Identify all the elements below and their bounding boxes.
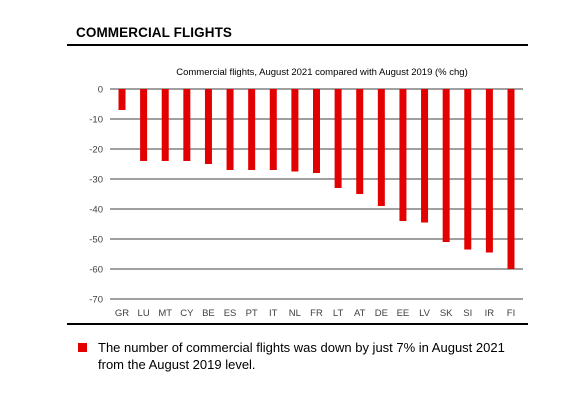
y-tick-label: -20 <box>89 145 103 156</box>
chart-title: Commercial flights, August 2021 compared… <box>176 67 468 78</box>
x-tick-label: CY <box>180 308 194 319</box>
x-tick-label: DE <box>375 308 388 319</box>
x-tick-label: SI <box>463 308 472 319</box>
bar-mt <box>161 89 169 161</box>
x-tick-label: AT <box>354 308 366 319</box>
y-tick-label: -30 <box>89 175 103 186</box>
x-tick-label: PT <box>246 308 258 319</box>
x-tick-label: LV <box>419 308 431 319</box>
bar-be <box>204 89 212 164</box>
bar-pt <box>248 89 256 170</box>
bar-lt <box>334 89 342 188</box>
x-tick-label: LU <box>138 308 150 319</box>
bar-fi <box>507 89 515 269</box>
bar-ee <box>399 89 407 221</box>
x-tick-label: GR <box>115 308 129 319</box>
bar-cy <box>183 89 191 161</box>
y-axis-ticks: 0 -10 -20 -30 -40 -50 -60 -70 <box>89 85 103 306</box>
x-tick-label: EE <box>397 308 410 319</box>
section-heading: COMMERCIAL FLIGHTS <box>76 25 233 40</box>
bar-it <box>269 89 277 170</box>
bar-at <box>356 89 364 194</box>
bar-ir <box>485 89 493 253</box>
bar-sk <box>442 89 450 242</box>
bar-lv <box>421 89 429 223</box>
red-square-marker <box>78 343 87 352</box>
x-tick-label: FI <box>507 308 515 319</box>
x-tick-label: IR <box>485 308 495 319</box>
bar-de <box>377 89 385 206</box>
x-tick-label: FR <box>310 308 323 319</box>
bar-lu <box>140 89 148 161</box>
y-tick-label: -40 <box>89 205 103 216</box>
x-axis-ticks: GR LU MT CY BE ES PT IT NL FR LT AT DE EE LV SK SI IR FI <box>115 308 515 319</box>
y-tick-label: -60 <box>89 265 103 276</box>
y-tick-label: 0 <box>98 85 103 96</box>
bottom-rule <box>67 323 528 325</box>
x-tick-label: LT <box>333 308 344 319</box>
bar-gr <box>118 89 126 110</box>
x-tick-label: ES <box>224 308 237 319</box>
bar-chart: Commercial flights, August 2021 compared… <box>89 67 523 319</box>
y-tick-label: -70 <box>89 295 103 306</box>
bar-fr <box>313 89 320 173</box>
footnote-text: The number of commercial flights was dow… <box>98 340 505 372</box>
x-tick-label: BE <box>202 308 215 319</box>
x-tick-label: MT <box>158 308 172 319</box>
bar-si <box>464 89 472 250</box>
bars <box>118 89 515 269</box>
x-tick-label: IT <box>269 308 278 319</box>
bar-nl <box>291 89 299 172</box>
y-tick-label: -50 <box>89 235 103 246</box>
x-tick-label: SK <box>440 308 453 319</box>
x-tick-label: NL <box>289 308 301 319</box>
bar-es <box>226 89 234 170</box>
top-rule <box>67 44 528 46</box>
y-tick-label: -10 <box>89 115 103 126</box>
